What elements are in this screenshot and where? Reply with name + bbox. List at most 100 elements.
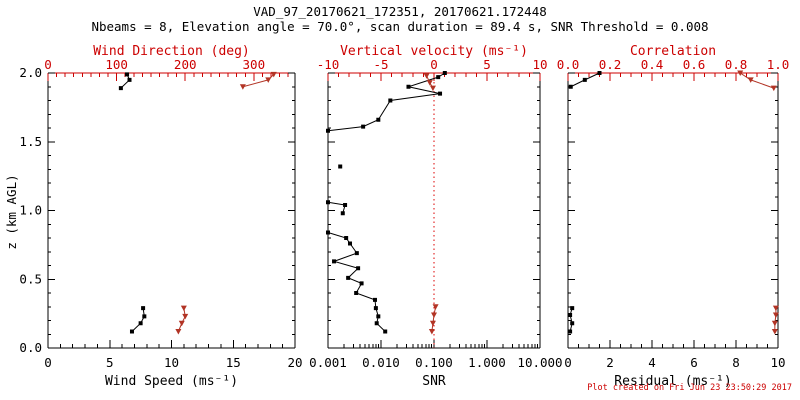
residual-point <box>568 329 573 334</box>
vertical-velocity-line <box>431 306 437 332</box>
z-tick-label: 0.0 <box>19 340 42 355</box>
residual-bottom-axis-title: Residual (ms⁻¹) <box>614 374 731 389</box>
wind-direction-point <box>180 305 187 312</box>
snr-profile-point <box>438 91 443 96</box>
residual-point <box>568 84 573 89</box>
panel-snr: 0.001 0.010 0.100 1.000 10.000 SNR -10 -5 0 5 10 Ve… <box>309 44 562 389</box>
panel-residual: 0 2 4 6 8 10 Residual (ms⁻¹) 0.0 0.2 0.4 0.6 0.8 1.0… <box>557 44 790 389</box>
snr-bottom-tick-label: 1.000 <box>468 355 506 370</box>
snr-bottom-tick-label: 0.001 <box>309 355 347 370</box>
z-tick-label: 2.0 <box>19 65 42 80</box>
snr-profile-point <box>326 128 330 133</box>
snr-top-tick-label: 5 <box>483 57 491 72</box>
residual-point <box>568 313 573 317</box>
wind-top-axis-title: Wind Direction (deg) <box>93 44 250 59</box>
y-axis-label: z (km AGL) <box>4 174 19 249</box>
snr-profile-point <box>347 241 352 246</box>
snr-profile-point <box>356 266 361 271</box>
figure-subtitle: Nbeams = 8, Elevation angle = 70.0°, sca… <box>91 19 709 34</box>
residual-bottom-tick-label: 0 <box>564 355 572 370</box>
residual-top-tick-label: 0.8 <box>725 57 748 72</box>
panel-wind: 0 5 10 15 20 Wind Speed (ms⁻¹) 0 100 200 300Wind … <box>19 44 302 389</box>
correlation-series <box>737 70 779 335</box>
snr-profile-point <box>343 203 348 207</box>
snr-profile-point <box>346 275 351 280</box>
snr-profile-series <box>326 71 447 334</box>
correlation-point <box>772 305 779 312</box>
snr-top-axis-title: Vertical velocity (ms⁻¹) <box>340 44 528 59</box>
wind-bottom-tick-label: 5 <box>106 355 114 370</box>
wind-speed-point <box>142 314 147 319</box>
wind-bottom-axis-title: Wind Speed (ms⁻¹) <box>105 374 238 389</box>
z-tick-label: 0.5 <box>19 271 42 286</box>
snr-profile-point <box>326 200 330 205</box>
residual-bottom-tick-label: 4 <box>648 355 656 370</box>
residual-top-tick-label: 0.0 <box>557 57 580 72</box>
snr-bottom-tick-label: 0.100 <box>415 355 453 370</box>
wind-direction-point <box>265 77 272 83</box>
snr-bottom-tick-label: 0.010 <box>362 355 400 370</box>
z-tick-label: 1.5 <box>19 134 42 149</box>
wind-speed-point <box>141 306 146 311</box>
vertical-velocity-point <box>429 85 436 92</box>
wind-direction-point <box>182 313 189 320</box>
wind-speed-series <box>118 72 147 334</box>
snr-profile-point <box>332 259 337 264</box>
snr-profile-line <box>327 72 446 132</box>
z-tick-label: 1.0 <box>19 203 42 218</box>
correlation-point <box>772 312 779 318</box>
snr-profile-point <box>376 314 381 319</box>
vertical-velocity-point <box>429 320 436 327</box>
snr-profile-point <box>436 75 441 80</box>
plot-created-note: Plot created on Fri Jun 23 23:50:29 2017 <box>587 383 792 393</box>
correlation-point <box>770 85 777 92</box>
snr-profile-point <box>376 117 381 122</box>
residual-top-tick-label: 0.4 <box>641 57 664 72</box>
wind-speed-line <box>131 308 145 332</box>
snr-top-tick-label: -5 <box>373 57 388 72</box>
residual-point <box>570 306 575 311</box>
wind-bottom-tick-label: 15 <box>226 355 241 370</box>
residual-series <box>568 71 602 334</box>
snr-bottom-axis-title: SNR <box>422 374 446 389</box>
snr-profile-point <box>361 124 366 129</box>
snr-profile-point <box>373 306 378 311</box>
wind-direction-point <box>178 320 185 327</box>
vertical-velocity-point <box>431 312 437 318</box>
snr-profile-point <box>340 211 345 216</box>
snr-profile-point <box>388 98 393 103</box>
residual-top-axis-title: Correlation <box>630 44 716 59</box>
snr-profile-point <box>372 297 377 302</box>
snr-top-tick-label: -10 <box>317 57 340 72</box>
wind-direction-series <box>175 71 277 335</box>
correlation-line <box>774 308 777 332</box>
correlation-point <box>747 77 754 83</box>
wind-top-tick-label: 0 <box>44 57 52 72</box>
snr-profile-point <box>354 251 359 256</box>
correlation-point <box>771 329 778 335</box>
wind-bottom-tick-label: 20 <box>287 355 302 370</box>
vertical-velocity-point <box>428 329 435 335</box>
wind-direction-point <box>175 329 182 335</box>
residual-bottom-tick-label: 10 <box>770 355 785 370</box>
snr-profile-point <box>359 281 364 286</box>
residual-top-tick-label: 1.0 <box>767 57 790 72</box>
snr-profile-point <box>383 329 388 334</box>
residual-bottom-tick-label: 2 <box>606 355 614 370</box>
residual-point <box>570 321 575 326</box>
residual-top-tick-label: 0.6 <box>683 57 706 72</box>
correlation-point <box>737 70 744 76</box>
wind-top-tick-label: 100 <box>105 57 128 72</box>
vertical-velocity-series <box>423 73 439 335</box>
wind-bottom-tick-label: 10 <box>164 355 179 370</box>
snr-top-tick-label: 0 <box>430 57 438 72</box>
snr-bottom-tick-label: 10.000 <box>517 355 562 370</box>
residual-bottom-tick-label: 8 <box>732 355 740 370</box>
residual-point <box>597 71 602 75</box>
vertical-velocity-point <box>423 73 430 79</box>
residual-line <box>569 307 573 332</box>
snr-profile-point <box>406 84 411 89</box>
residual-top-tick-label: 0.2 <box>599 57 622 72</box>
